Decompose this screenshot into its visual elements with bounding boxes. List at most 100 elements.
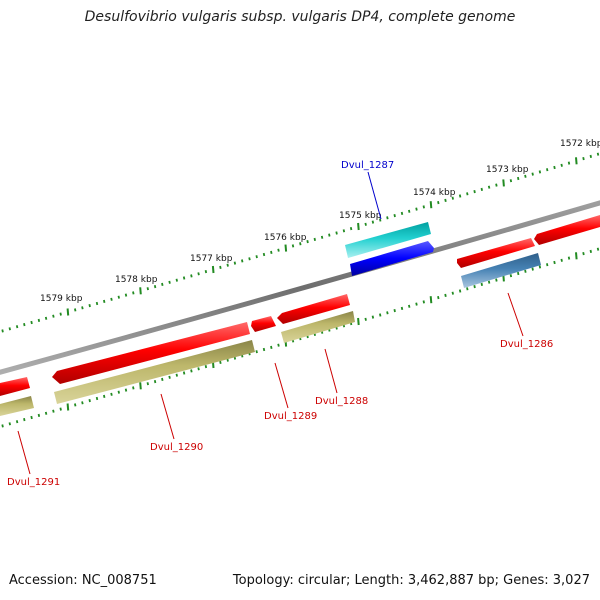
minor-tick	[153, 285, 157, 289]
minor-tick	[270, 345, 273, 349]
gene-dvul-1290-feature[interactable]	[52, 322, 250, 384]
gene-dvul-1287-feature[interactable]	[350, 241, 434, 276]
minor-tick	[480, 187, 483, 191]
gene-dvul-1291-feature[interactable]	[0, 377, 30, 396]
minor-tick	[582, 252, 585, 256]
kbp-labels: 1572 kbp 1573 kbp 1574 kbp 1575 kbp 1576…	[40, 139, 600, 304]
kbp-label: 1576 kbp	[264, 233, 307, 243]
cds-dvul-1291[interactable]	[0, 396, 34, 416]
major-tick	[66, 403, 70, 411]
minor-tick	[103, 299, 106, 303]
cds-dvul-1288[interactable]	[281, 311, 355, 343]
minor-tick	[52, 409, 55, 413]
minor-tick	[422, 300, 425, 304]
minor-tick	[277, 343, 280, 347]
minor-tick	[553, 260, 556, 265]
cds-dvul-1286[interactable]	[461, 253, 541, 288]
minor-tick	[451, 291, 454, 295]
minor-tick	[59, 407, 62, 411]
major-tick	[139, 287, 142, 295]
minor-tick	[226, 358, 229, 362]
minor-tick	[175, 373, 178, 377]
minor-tick	[589, 249, 592, 253]
minor-tick	[291, 244, 295, 248]
minor-tick	[531, 267, 534, 271]
minor-tick	[124, 293, 128, 297]
major-tick	[502, 179, 505, 187]
minor-tick	[81, 306, 84, 310]
minor-tick	[553, 165, 556, 170]
kbp-label: 1573 kbp	[486, 165, 529, 175]
minor-tick	[197, 367, 200, 371]
gene-dvul-1286-feature[interactable]	[457, 238, 535, 268]
minor-tick	[182, 371, 186, 375]
minor-tick	[560, 163, 563, 167]
major-tick	[211, 265, 215, 274]
minor-tick	[153, 380, 157, 384]
minor-tick	[74, 308, 77, 312]
minor-tick	[538, 265, 542, 269]
minor-tick	[313, 237, 316, 241]
leader-dvul-1290	[160, 393, 175, 440]
minor-tick	[299, 242, 302, 246]
minor-tick	[458, 289, 462, 293]
cds-dvul-1290[interactable]	[54, 340, 255, 404]
minor-tick	[487, 280, 491, 284]
minor-tick	[146, 287, 149, 291]
minor-tick	[117, 390, 120, 394]
minor-tick	[538, 170, 542, 174]
kbp-label: 1578 kbp	[115, 275, 158, 285]
gene-label-dvul-1288[interactable]: Dvul_1288	[315, 396, 368, 407]
gene-dvul-1289-feature[interactable]	[251, 316, 276, 332]
minor-tick	[567, 256, 571, 260]
cds-dvul-1287[interactable]	[345, 222, 431, 258]
minor-tick	[437, 296, 440, 300]
minor-tick	[37, 413, 41, 417]
leader-dvul-1288	[324, 348, 338, 394]
minor-tick	[219, 265, 222, 269]
minor-tick	[524, 269, 527, 273]
minor-tick	[23, 418, 26, 422]
minor-tick	[262, 252, 266, 257]
minor-tick	[589, 154, 592, 158]
minor-tick	[8, 327, 11, 331]
gene-label-dvul-1291[interactable]: Dvul_1291	[7, 477, 60, 488]
minor-tick	[1, 329, 4, 333]
map-title: Desulfovibrio vulgaris subsp. vulgaris D…	[84, 9, 516, 25]
minor-tick	[88, 304, 91, 308]
minor-tick	[197, 272, 200, 276]
minor-tick	[386, 216, 389, 220]
minor-tick	[23, 323, 26, 327]
inner-tick-track	[1, 247, 600, 428]
minor-tick	[444, 293, 447, 297]
minor-tick	[30, 320, 33, 325]
minor-tick	[582, 157, 585, 161]
minor-tick	[161, 377, 164, 381]
gene-label-dvul-1286[interactable]: Dvul_1286	[500, 339, 553, 350]
minor-tick	[15, 420, 19, 424]
major-tick	[429, 296, 433, 304]
minor-tick	[524, 174, 527, 178]
major-tick	[429, 201, 433, 209]
minor-tick	[480, 282, 483, 286]
minor-tick	[408, 304, 411, 308]
gene-label-dvul-1290[interactable]: Dvul_1290	[150, 442, 203, 453]
minor-tick	[37, 318, 41, 322]
gene-dvul-1285-feature[interactable]	[534, 215, 600, 245]
minor-tick	[437, 201, 440, 205]
gene-label-dvul-1289[interactable]: Dvul_1289	[264, 411, 317, 422]
gene-dvul-1288-feature[interactable]	[277, 294, 350, 324]
minor-tick	[487, 185, 491, 189]
minor-tick	[400, 306, 404, 310]
minor-tick	[182, 276, 186, 280]
minor-tick	[95, 301, 99, 306]
minor-tick	[44, 316, 48, 320]
minor-tick	[52, 314, 55, 318]
minor-tick	[415, 207, 418, 211]
outer-tick-track	[1, 152, 600, 333]
minor-tick	[596, 152, 600, 156]
minor-tick	[204, 270, 208, 274]
leader-dvul-1291	[17, 430, 31, 475]
gene-features	[0, 215, 600, 416]
gene-label-dvul-1287[interactable]: Dvul_1287	[341, 160, 394, 171]
